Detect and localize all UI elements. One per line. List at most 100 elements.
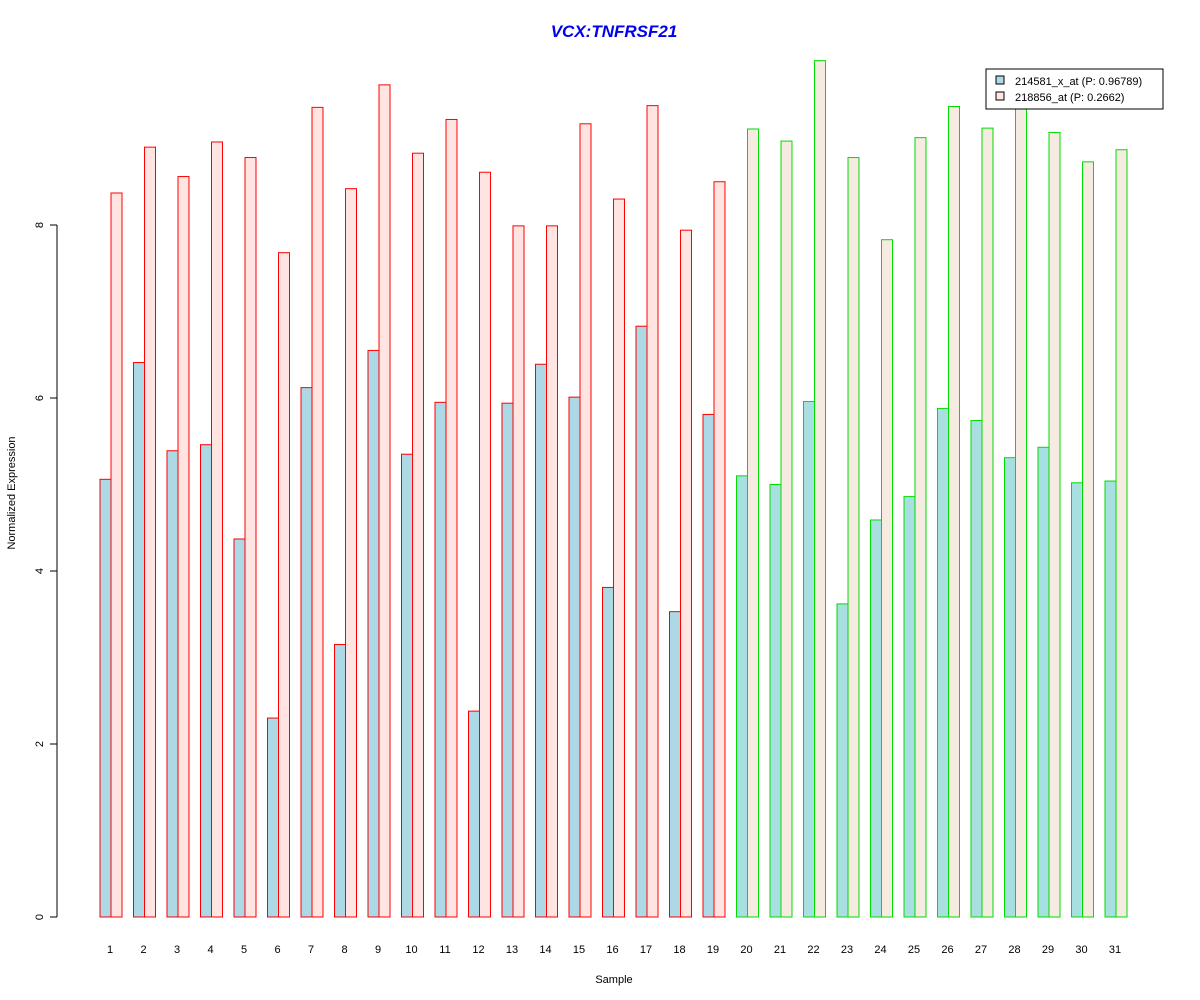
bar-series1-sample-6 (267, 717, 279, 918)
bar-series1-sample-28 (1004, 457, 1016, 918)
x-tick-label: 20 (740, 944, 752, 956)
legend: 214581_x_at (P: 0.96789) 218856_at (P: 0… (985, 68, 1164, 110)
bar-series1-sample-18 (669, 611, 681, 918)
bars-layer (99, 60, 1128, 918)
x-tick-label: 14 (539, 944, 551, 956)
bar-series1-sample-19 (702, 413, 715, 918)
x-tick-label: 9 (375, 944, 381, 956)
x-tick-label: 26 (941, 944, 953, 956)
x-tick-label: 31 (1109, 944, 1121, 956)
bar-series2-sample-12 (479, 171, 491, 918)
x-tick-label: 24 (874, 944, 886, 956)
bar-series2-sample-4 (211, 141, 223, 918)
bar-series2-sample-24 (881, 239, 893, 918)
bar-series2-sample-2 (144, 146, 156, 918)
x-tick-label: 13 (506, 944, 518, 956)
x-tick-label: 2 (140, 944, 146, 956)
bar-series2-sample-22 (814, 60, 826, 918)
y-tick-label: 8 (34, 222, 46, 228)
x-tick-label: 23 (841, 944, 853, 956)
bar-series1-sample-22 (803, 400, 815, 918)
bar-series1-sample-14 (535, 363, 547, 918)
bar-series2-sample-13 (512, 225, 525, 918)
x-tick-label: 10 (405, 944, 417, 956)
x-tick-label: 22 (807, 944, 819, 956)
x-tick-label: 28 (1008, 944, 1020, 956)
bar-series1-sample-15 (568, 396, 581, 918)
bar-series2-sample-25 (914, 137, 927, 918)
bar-series1-sample-27 (970, 419, 983, 918)
x-tick-label: 30 (1075, 944, 1087, 956)
bar-series1-sample-24 (870, 519, 882, 918)
bar-series2-sample-11 (445, 118, 458, 918)
bar-series1-sample-30 (1071, 482, 1083, 918)
bar-series2-sample-20 (747, 128, 759, 918)
x-tick-label: 18 (673, 944, 685, 956)
x-tick-label: 7 (308, 944, 314, 956)
x-tick-label: 4 (207, 944, 213, 956)
x-tick-label: 16 (606, 944, 618, 956)
bar-series1-sample-1 (99, 478, 112, 918)
x-tick-label: 29 (1042, 944, 1054, 956)
x-tick-label: 25 (908, 944, 920, 956)
bar-series2-sample-3 (177, 176, 190, 918)
bar-series2-sample-9 (378, 84, 391, 918)
legend-box (985, 68, 1164, 110)
bar-series1-sample-20 (736, 475, 748, 918)
bar-series2-sample-23 (847, 157, 860, 918)
bar-series2-sample-14 (546, 225, 558, 918)
bar-series2-sample-18 (680, 229, 692, 918)
bar-series1-sample-7 (300, 387, 313, 918)
bar-series2-sample-31 (1115, 149, 1128, 918)
y-tick-label: 4 (34, 568, 46, 574)
bar-series2-sample-15 (579, 123, 592, 918)
y-tick-label: 2 (34, 741, 46, 747)
x-tick-label: 3 (174, 944, 180, 956)
legend-swatch-series-2 (995, 91, 1005, 101)
x-tick-label: 1 (107, 944, 113, 956)
x-tick-label: 15 (573, 944, 585, 956)
bar-series1-sample-26 (937, 407, 949, 918)
bar-series2-sample-10 (412, 152, 424, 918)
bar-series2-sample-17 (646, 105, 659, 918)
x-tick-label: 5 (241, 944, 247, 956)
bar-series2-sample-29 (1048, 131, 1061, 918)
y-axis: 0 2 4 6 8 (34, 222, 58, 920)
bar-series1-sample-25 (903, 496, 916, 918)
x-tick-label: 8 (341, 944, 347, 956)
bar-series2-sample-16 (613, 198, 625, 918)
legend-swatch-series-1 (995, 75, 1005, 85)
bar-series2-sample-26 (948, 105, 960, 918)
bar-series1-sample-29 (1037, 446, 1050, 918)
bar-series1-sample-21 (769, 484, 782, 918)
bar-series1-sample-10 (401, 453, 413, 918)
bar-series1-sample-13 (501, 402, 514, 918)
bar-series2-sample-19 (713, 181, 726, 918)
bar-series2-sample-5 (244, 157, 257, 918)
bar-series2-sample-21 (780, 140, 793, 918)
y-tick-label: 0 (34, 914, 46, 920)
y-axis-label: Normalized Expression (6, 436, 18, 549)
x-tick-label: 6 (274, 944, 280, 956)
bar-series2-sample-27 (981, 127, 994, 918)
x-tick-label: 12 (472, 944, 484, 956)
bar-series1-sample-16 (602, 586, 614, 918)
bar-series1-sample-17 (635, 325, 648, 918)
bar-series2-sample-8 (345, 188, 357, 918)
bar-series1-sample-23 (836, 603, 849, 918)
bar-series2-sample-7 (311, 106, 324, 918)
bar-series2-sample-6 (278, 252, 290, 918)
bar-series1-sample-11 (434, 401, 447, 918)
y-tick-label: 6 (34, 395, 46, 401)
bar-series1-sample-8 (334, 644, 346, 918)
bar-series1-sample-2 (133, 362, 145, 918)
bar-series2-sample-30 (1082, 161, 1094, 918)
x-tick-label: 11 (439, 944, 450, 956)
bar-series1-sample-5 (233, 538, 246, 918)
legend-label-series-1: 214581_x_at (P: 0.96789) (1015, 76, 1142, 88)
bar-series1-sample-4 (200, 444, 212, 918)
x-tick-label: 17 (640, 944, 652, 956)
x-tick-label: 19 (707, 944, 719, 956)
x-tick-label: 21 (774, 944, 786, 956)
